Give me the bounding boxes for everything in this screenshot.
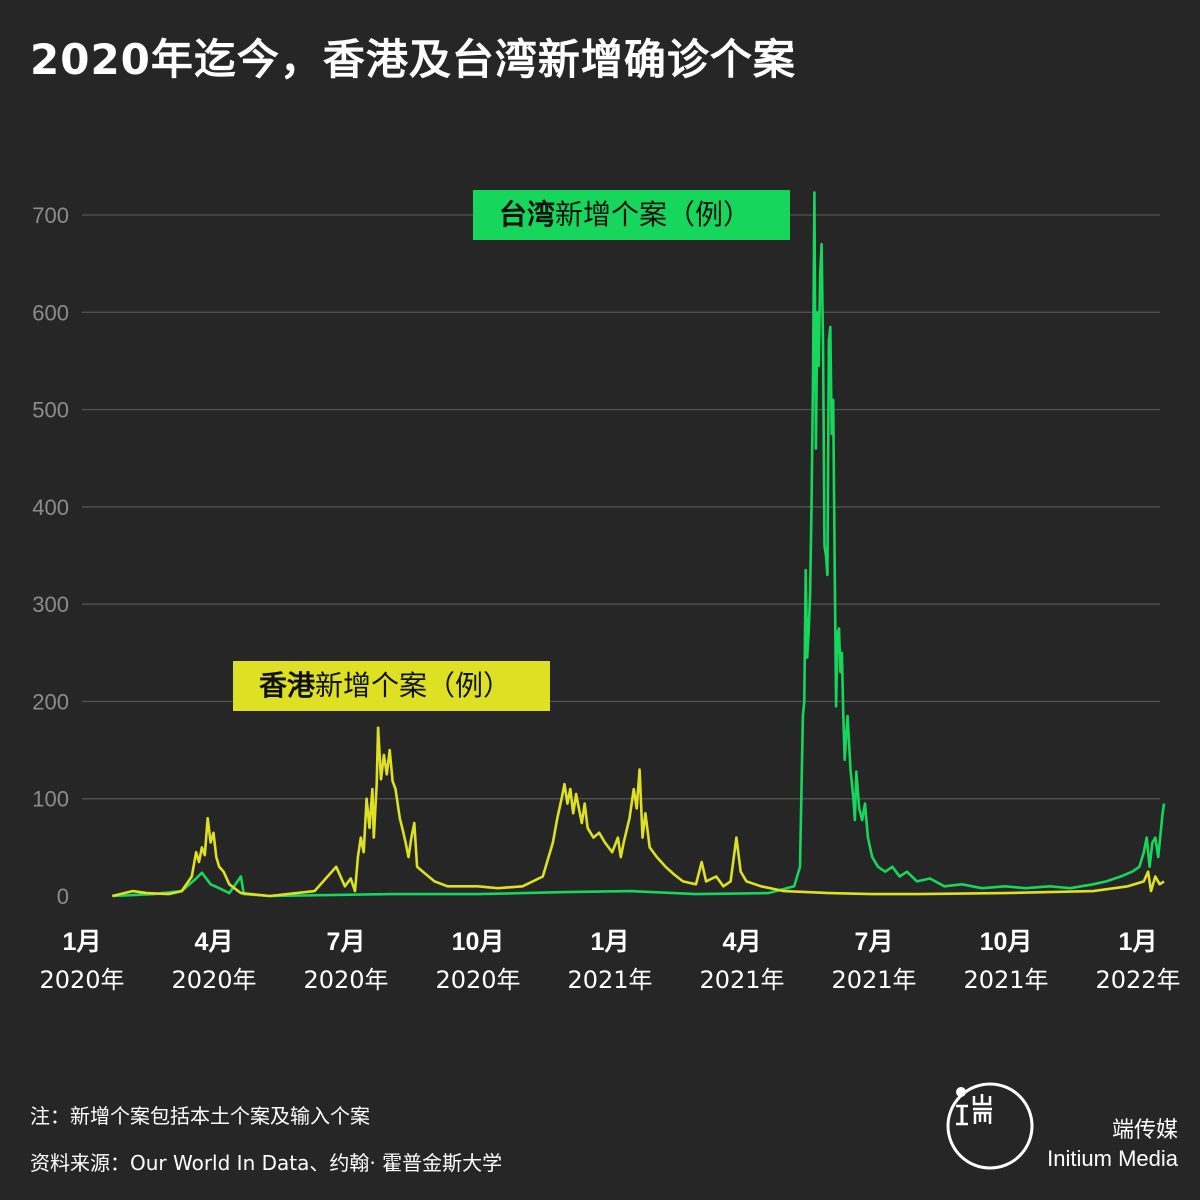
source-note: 资料来源：Our World In Data、约翰· 霍普金斯大学 — [30, 1151, 503, 1175]
x-tick-year: 2021年 — [567, 966, 652, 994]
footnote: 注：新增个案包括本土个案及输入个案 — [30, 1104, 370, 1128]
x-tick-month: 1月 — [591, 928, 630, 956]
x-tick-year: 2021年 — [963, 966, 1048, 994]
x-tick-year: 2020年 — [39, 966, 124, 994]
x-tick-month: 7月 — [327, 928, 366, 956]
grid-layer — [82, 214, 1160, 800]
y-tick-label: 0 — [57, 884, 69, 909]
hongkong-series-label: 香港新增个案（例） — [233, 661, 550, 711]
hongkong-label-rest: 新增个案（例） — [315, 669, 512, 702]
taiwan-series-line — [112, 191, 1166, 898]
taiwan-label-bold: 台湾 — [499, 198, 556, 231]
taiwan-series-label: 台湾新增个案（例） — [473, 190, 790, 240]
x-tick-month: 7月 — [855, 928, 894, 956]
x-axis-ticks: 1月 2020年 4月 2020年 7月 2020年 10月 2020年 1月 2021年 4月 20… — [39, 928, 1180, 994]
y-tick-label: 500 — [32, 398, 69, 423]
x-tick-year: 2021年 — [699, 966, 784, 994]
y-tick-label: 200 — [32, 689, 69, 714]
hongkong-series-line — [111, 726, 1165, 898]
x-tick-year: 2021年 — [831, 966, 916, 994]
y-tick-label: 600 — [32, 300, 69, 325]
y-tick-label: 100 — [32, 787, 69, 812]
y-axis-ticks: 0 100 200 300 400 500 600 700 — [32, 203, 69, 909]
x-tick-month: 10月 — [452, 928, 505, 956]
hongkong-label-bold: 香港 — [259, 669, 316, 702]
x-tick-month: 4月 — [723, 928, 762, 956]
y-tick-label: 700 — [32, 203, 69, 228]
y-tick-label: 400 — [32, 495, 69, 520]
x-tick-month: 10月 — [980, 928, 1033, 956]
brand-name-cn: 端传媒 — [1111, 1118, 1178, 1143]
x-tick-year: 2020年 — [303, 966, 388, 994]
x-tick-month: 1月 — [63, 928, 102, 956]
y-tick-label: 300 — [32, 592, 69, 617]
chart-title: 2020年迄今，香港及台湾新增确诊个案 — [30, 35, 796, 84]
initium-logo-icon — [946, 1082, 1034, 1170]
taiwan-label-rest: 新增个案（例） — [555, 198, 752, 231]
x-tick-year: 2020年 — [171, 966, 256, 994]
series-layer — [111, 191, 1166, 898]
brand-name-en: Initium Media — [1047, 1146, 1178, 1171]
x-tick-month: 4月 — [195, 928, 234, 956]
x-tick-month: 1月 — [1119, 928, 1158, 956]
x-tick-year: 2020年 — [435, 966, 520, 994]
x-tick-year: 2022年 — [1095, 966, 1180, 994]
